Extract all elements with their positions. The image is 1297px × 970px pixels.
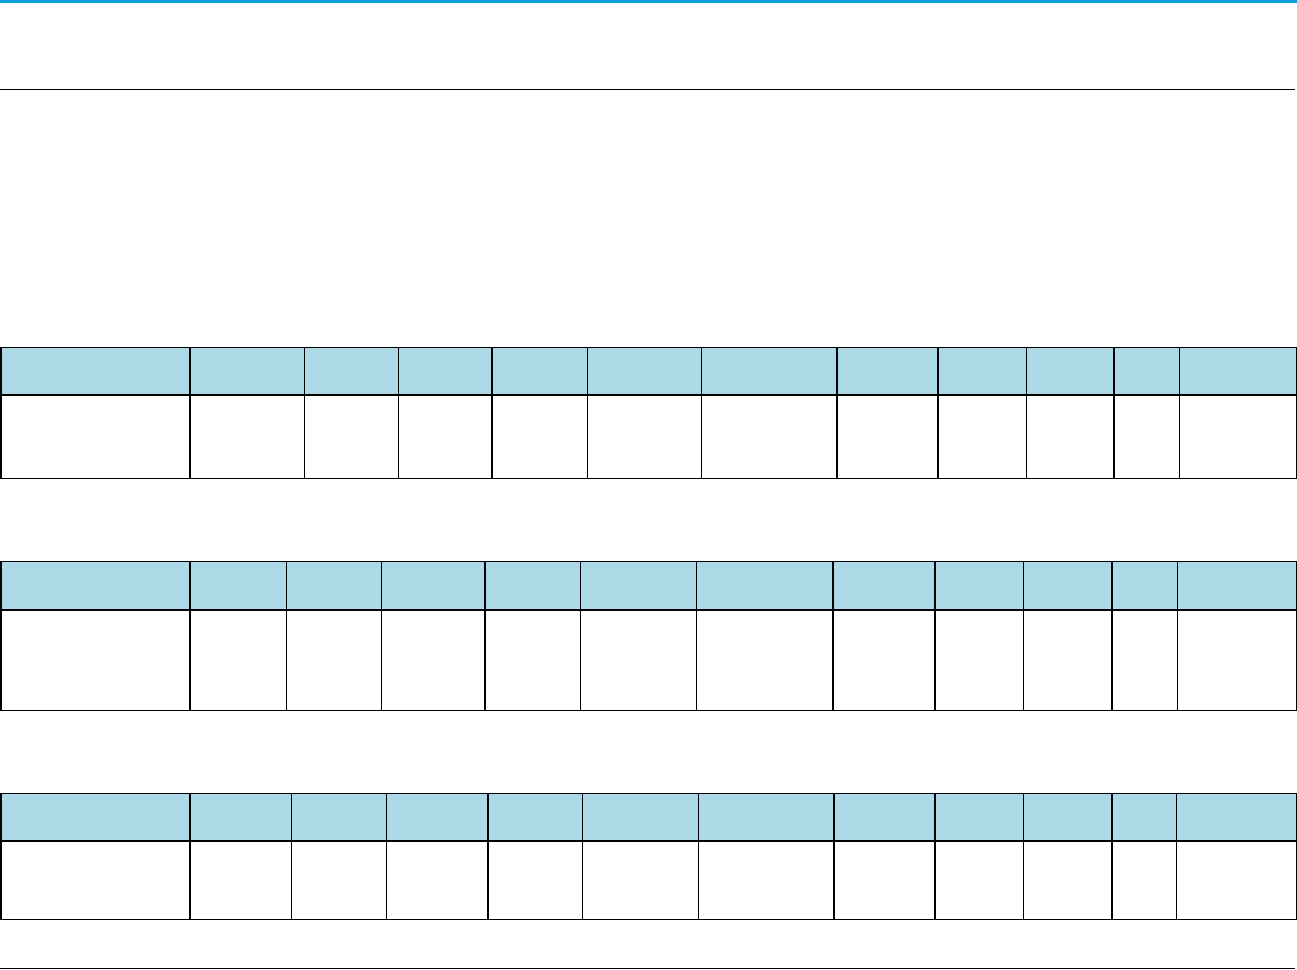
column-header xyxy=(934,561,1024,611)
column-header xyxy=(1178,347,1297,396)
table-cell xyxy=(836,394,939,479)
header-divider xyxy=(0,89,1295,90)
table-cell xyxy=(0,394,191,479)
table-header-row xyxy=(0,561,1297,611)
top-accent-bar xyxy=(0,0,1297,3)
column-header xyxy=(581,793,699,842)
column-header xyxy=(285,561,382,611)
table-cell xyxy=(303,394,399,479)
table-cell xyxy=(487,840,583,920)
column-header xyxy=(0,347,191,396)
column-header xyxy=(385,793,489,842)
table-cell xyxy=(484,609,581,711)
column-header xyxy=(1176,561,1297,611)
table-cell xyxy=(579,609,697,711)
column-header xyxy=(189,793,292,842)
column-header xyxy=(380,561,486,611)
table-row xyxy=(0,394,1297,479)
table-cell xyxy=(1022,840,1113,920)
table-cell xyxy=(189,394,305,479)
column-header xyxy=(937,347,1027,396)
data-table-1 xyxy=(0,347,1297,479)
column-header xyxy=(832,561,936,611)
table-cell xyxy=(397,394,493,479)
column-header xyxy=(934,793,1024,842)
column-header xyxy=(700,347,838,396)
data-table-2 xyxy=(0,561,1297,711)
table-cell xyxy=(1178,394,1297,479)
data-table-3 xyxy=(0,793,1297,920)
table-cell xyxy=(1175,840,1297,920)
table-cell xyxy=(937,394,1027,479)
table-cell xyxy=(581,840,699,920)
table-cell xyxy=(1111,609,1178,711)
column-header xyxy=(579,561,697,611)
column-header xyxy=(491,347,588,396)
column-header xyxy=(189,347,305,396)
column-header xyxy=(1022,561,1113,611)
table-cell xyxy=(1025,394,1115,479)
column-header xyxy=(303,347,399,396)
table-cell xyxy=(1176,609,1297,711)
column-header xyxy=(397,347,493,396)
column-header xyxy=(1113,347,1180,396)
column-header xyxy=(697,793,835,842)
table-cell xyxy=(380,609,486,711)
table-cell xyxy=(586,394,702,479)
table-cell xyxy=(0,840,191,920)
column-header xyxy=(833,793,936,842)
table-cell xyxy=(1022,609,1113,711)
table-cell xyxy=(285,609,382,711)
column-header xyxy=(189,561,287,611)
table-cell xyxy=(189,609,287,711)
column-header xyxy=(290,793,387,842)
table-cell xyxy=(700,394,838,479)
column-header xyxy=(586,347,702,396)
column-header xyxy=(1175,793,1297,842)
table-cell xyxy=(1113,394,1180,479)
column-header xyxy=(695,561,834,611)
column-header xyxy=(484,561,581,611)
column-header xyxy=(487,793,583,842)
table-row xyxy=(0,609,1297,711)
column-header xyxy=(1111,561,1178,611)
table-cell xyxy=(491,394,588,479)
table-cell xyxy=(934,609,1024,711)
table-cell xyxy=(833,840,936,920)
column-header xyxy=(1025,347,1115,396)
table-cell xyxy=(189,840,292,920)
column-header xyxy=(836,347,939,396)
table-cell xyxy=(697,840,835,920)
table-cell xyxy=(934,840,1024,920)
table-header-row xyxy=(0,347,1297,396)
column-header xyxy=(0,793,191,842)
table-cell xyxy=(832,609,936,711)
footer-divider xyxy=(0,968,1295,969)
table-cell xyxy=(1111,840,1177,920)
table-cell xyxy=(385,840,489,920)
column-header xyxy=(0,561,191,611)
table-cell xyxy=(290,840,387,920)
table-header-row xyxy=(0,793,1297,842)
table-cell xyxy=(695,609,834,711)
table-cell xyxy=(0,609,191,711)
column-header xyxy=(1022,793,1113,842)
column-header xyxy=(1111,793,1177,842)
table-row xyxy=(0,840,1297,920)
